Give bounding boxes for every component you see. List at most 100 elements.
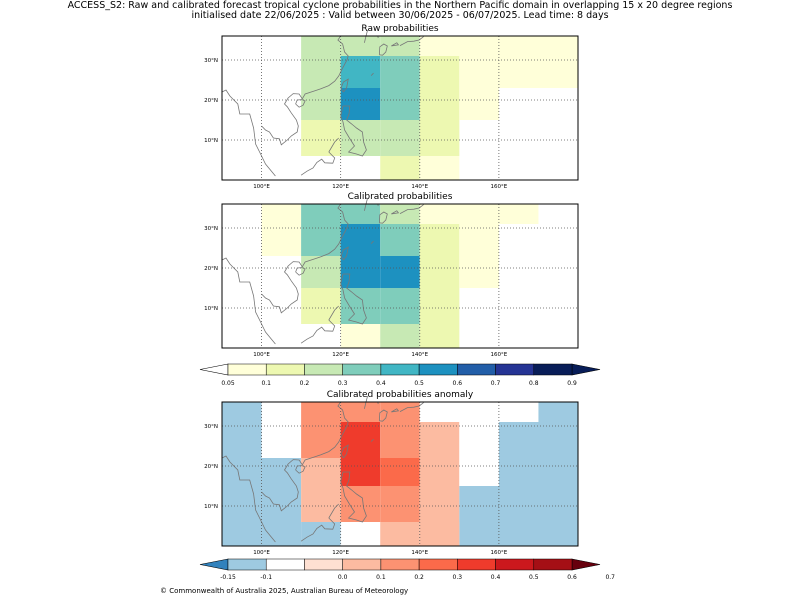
probability-cell (380, 422, 420, 458)
colorbar-swatch (304, 363, 343, 376)
probability-cell (419, 522, 460, 546)
map-frame (221, 401, 579, 547)
latitude-tick-label: 10°N (204, 306, 218, 312)
colorbar-tick-label: 0.3 (338, 380, 348, 387)
probability-cell (301, 256, 341, 288)
probability-cell (261, 458, 302, 546)
longitude-tick-label: 100°E (253, 550, 270, 556)
coastline (261, 35, 349, 146)
probability-cell (380, 36, 420, 56)
probability-cell (380, 56, 420, 88)
longitude-tick-label: 160°E (491, 184, 508, 190)
coastline (261, 401, 349, 512)
coastline (391, 408, 400, 413)
coastline (379, 211, 388, 224)
coastline (399, 203, 425, 214)
probability-cell (419, 88, 460, 120)
probability-cell (340, 486, 381, 522)
probability-cell (340, 256, 381, 288)
probability-cell (301, 88, 341, 120)
longitude-tick-label: 160°E (491, 550, 508, 556)
longitude-tick-label: 140°E (411, 550, 428, 556)
probability-cell (301, 402, 341, 422)
probability-cell (301, 56, 341, 88)
probability-cell (301, 422, 341, 458)
panel-title: Raw probabilities (361, 24, 439, 34)
probability-cell (340, 36, 381, 56)
longitude-tick-label: 120°E (332, 352, 349, 358)
probability-cell (301, 204, 341, 224)
anomaly-colorbar: -0.15 -0.1 0.0 0.1 0.2 0.3 0.4 0.5 0.6 0.7 (199, 558, 615, 581)
calibrated-anomaly-map: Calibrated probabilities anomaly 100°E 120… (204, 390, 579, 556)
colorbar-under-arrow (199, 363, 229, 376)
probability-cell (459, 422, 499, 458)
colorbar-swatch (265, 363, 305, 376)
probability-cell (538, 402, 578, 422)
coastline (300, 517, 336, 542)
colorbar-swatch (533, 363, 573, 376)
probability-cell (301, 288, 341, 324)
probability-cell (459, 486, 578, 546)
probability-colorbar: 0.05 0.1 0.2 0.3 0.4 0.5 0.6 0.7 0.8 0.9 (199, 363, 601, 387)
latitude-tick-label: 30°N (204, 226, 218, 232)
colorbar-swatch (227, 558, 267, 571)
coastline (261, 203, 349, 314)
raw-probabilities-map: Raw probabilities 100°E 120°E 140°E 160°E 30°… (204, 24, 579, 190)
colorbar-tick-label: 0.2 (300, 380, 310, 387)
colorbar-tick-label: 0.8 (529, 380, 539, 387)
probability-cell (419, 402, 539, 422)
coastline (328, 503, 339, 519)
colorbar-swatch (304, 558, 343, 571)
probability-cell (380, 402, 420, 422)
calibrated-probabilities-map: Calibrated probabilities 100°E 120°E 140°E 1… (204, 192, 579, 358)
colorbar-tick-label: 0.05 (221, 380, 235, 387)
colorbar-swatch (495, 363, 535, 376)
colorbar-tick-label: 0.7 (605, 574, 615, 581)
probability-cell (419, 204, 539, 224)
longitude-tick-label: 120°E (332, 184, 349, 190)
probability-cell (419, 324, 460, 348)
colorbar-swatch (380, 363, 420, 376)
probability-cell (419, 486, 460, 522)
probability-cell (419, 288, 460, 324)
colorbar-tick-label: 0.6 (567, 574, 577, 581)
probability-cell (301, 224, 341, 256)
colorbar-tick-label: 0.6 (453, 380, 463, 387)
colorbar-tick-label: 0.1 (261, 380, 271, 387)
colorbar-tick-label: -0.15 (220, 574, 236, 581)
probability-cell (380, 156, 420, 180)
colorbar-under-arrow (199, 558, 229, 571)
colorbar-swatch (265, 558, 305, 571)
probability-cell (301, 120, 341, 156)
longitude-tick-label: 160°E (491, 352, 508, 358)
probability-cell (419, 120, 460, 156)
latitude-tick-label: 10°N (204, 138, 218, 144)
colorbar-tick-label: 0.9 (567, 380, 577, 387)
probability-cell (222, 402, 262, 546)
coastline (399, 35, 425, 46)
colorbar-swatch (533, 558, 573, 571)
latitude-tick-label: 20°N (204, 464, 218, 470)
longitude-tick-label: 140°E (411, 184, 428, 190)
probability-cell (340, 324, 381, 348)
copyright-notice: © Commonwealth of Australia 2025, Austra… (160, 587, 409, 595)
probability-cell (419, 156, 460, 180)
coastline (340, 444, 349, 459)
latitude-tick-label: 30°N (204, 424, 218, 430)
coastline (340, 273, 367, 325)
probability-cell (419, 422, 460, 458)
panel-title: Calibrated probabilities (348, 192, 453, 202)
coastline (340, 246, 349, 261)
probability-cell (261, 224, 302, 256)
coastline (340, 78, 349, 93)
probability-cell (459, 224, 499, 256)
colorbar-swatch (342, 363, 382, 376)
probability-cell (261, 422, 302, 458)
probability-cell (459, 88, 499, 120)
probability-cell (380, 88, 420, 120)
colorbar-swatch (495, 558, 535, 571)
colorbar-swatch (342, 558, 382, 571)
probability-cell (380, 256, 420, 288)
figure-title-line1: ACCESS_S2: Raw and calibrated forecast t… (67, 0, 733, 11)
colorbar-swatch (418, 558, 458, 571)
